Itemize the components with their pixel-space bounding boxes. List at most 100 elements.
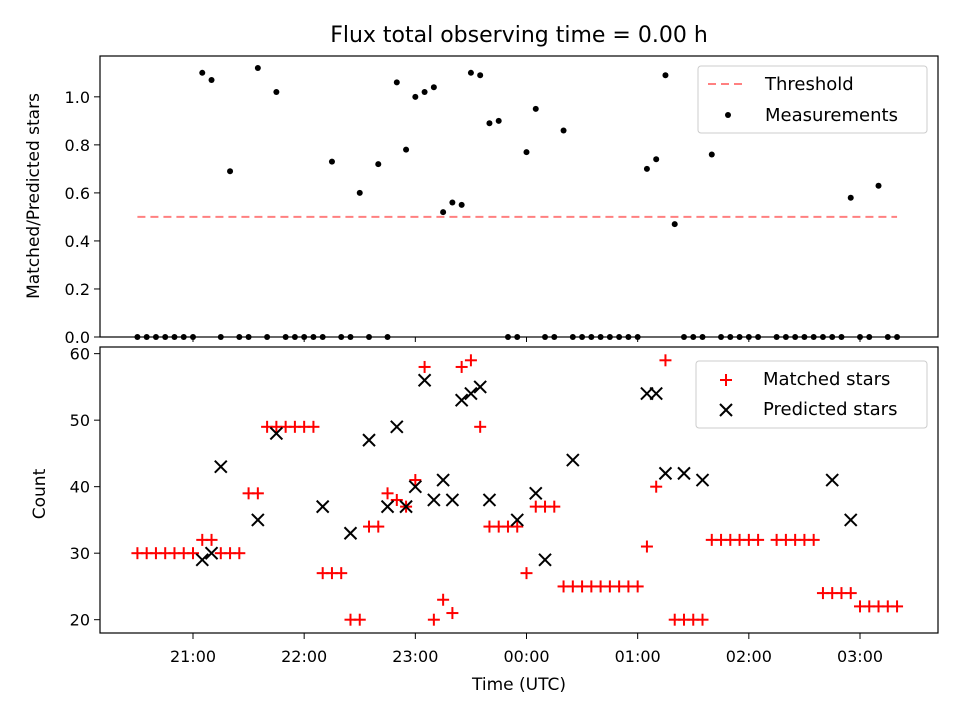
predicted-legend-label: Predicted stars [763,399,897,420]
matched-star-point [446,607,459,620]
matched-star-point [807,533,820,546]
measurement-point [486,120,493,127]
x-tick-label: 01:00 [615,647,661,666]
matched-star-point [659,354,672,367]
predicted-star-point [417,373,432,387]
predicted-star-point [844,513,858,527]
matched-star-point [381,487,394,500]
x-tick-label: 03:00 [837,647,883,666]
bottom-y-tick-label: 30 [70,544,90,563]
measurement-point [532,105,539,112]
matched-star-point [844,587,857,600]
matched-star-point [353,613,366,626]
measurement-point [412,93,419,100]
matched-star-point [418,360,431,373]
top-y-tick-label: 1.0 [65,88,90,107]
measurement-point [653,156,660,163]
measurement-point [208,77,215,84]
predicted-star-point [464,386,478,401]
predicted-legend-marker [719,403,733,417]
threshold-legend-label: Threshold [764,74,854,95]
predicted-star-point [214,460,228,474]
measurement-point [847,194,854,201]
x-tick-label: 21:00 [170,647,216,666]
bottom-legend-box [695,360,928,429]
matched-star-point [464,354,477,367]
matched-star-point [474,420,487,433]
matched-star-point [372,520,385,533]
measurement-point [477,72,484,79]
measurements-legend-marker [725,112,731,118]
measurement-point [421,89,428,96]
matched-star-point [891,600,904,613]
matched-star-point [520,567,533,580]
predicted-star-point [380,499,395,514]
top-y-tick-label: 0.6 [65,184,90,203]
matched-star-point [631,580,644,593]
predicted-star-point [204,546,219,560]
predicted-star-point [538,553,552,567]
predicted-star-point [390,420,404,434]
bottom-y-axis-label: Count [30,468,50,519]
measurement-point [227,168,234,175]
measurement-point [375,161,382,168]
predicted-star-point [445,493,460,507]
x-tick-label: 00:00 [503,647,549,666]
bottom-y-tick-label: 60 [70,345,90,364]
predicted-star-point [825,473,839,487]
predicted-star-point [343,526,358,540]
measurement-point [495,117,502,124]
matched-star-point [437,593,450,606]
measurement-points-layer [134,65,901,340]
measurement-point [458,201,465,208]
measurement-point [708,151,715,158]
matched-star-point [307,420,320,433]
predicted-points-layer [195,373,858,567]
measurement-point [671,221,678,228]
measurement-point [199,69,206,76]
predicted-star-point [677,466,691,481]
predicted-star-point [436,473,450,487]
matched-legend-marker [720,374,732,386]
top-y-tick-label: 0.2 [65,280,90,299]
measurement-point [523,149,530,156]
predicted-star-point [315,499,330,514]
measurements-legend-label: Measurements [765,105,898,126]
matched-star-point [335,567,348,580]
top-y-axis-label: Matched/Predicted stars [24,93,44,299]
bottom-y-tick-label: 20 [70,611,90,630]
predicted-star-point [510,513,524,527]
top-y-tick-label: 0.8 [65,136,90,155]
x-tick-label: 22:00 [281,647,327,666]
measurement-point [356,189,363,196]
matched-star-point [511,520,524,533]
bottom-tick-layer: 20 30 40 50 60 21:00 22:00 23:00 00:00 01:00 02:00… [70,345,883,666]
predicted-star-point [529,486,543,501]
measurement-point [328,158,335,165]
top-panel: 0.0 0.2 0.4 0.6 0.8 1.0 Matched/Predicted sta… [24,55,939,347]
bottom-legend: Matched stars Predicted stars [695,360,928,429]
predicted-star-point [649,386,663,401]
measurement-point [643,165,650,172]
top-tick-layer: 0.0 0.2 0.4 0.6 0.8 1.0 [65,88,861,347]
matched-star-point [752,533,765,546]
top-y-tick-label: 0.0 [65,328,90,347]
predicted-star-point [658,466,673,481]
matched-star-point [455,360,468,373]
bottom-y-tick-label: 40 [70,478,90,497]
bottom-panel: 20 30 40 50 60 21:00 22:00 23:00 00:00 01:00 02:00… [30,345,939,695]
matched-legend-label: Matched stars [763,369,890,390]
bottom-plot-frame [99,346,939,634]
predicted-star-point [454,393,469,407]
measurement-point [403,146,410,153]
predicted-star-point [695,473,710,487]
x-tick-label: 02:00 [726,647,772,666]
matched-star-point [409,474,422,487]
predicted-star-point [482,493,497,507]
measurement-point [254,65,261,72]
measurement-point [662,72,669,79]
predicted-star-point [399,499,413,514]
matched-star-point [251,487,264,500]
bottom-y-tick-label: 50 [70,411,90,430]
